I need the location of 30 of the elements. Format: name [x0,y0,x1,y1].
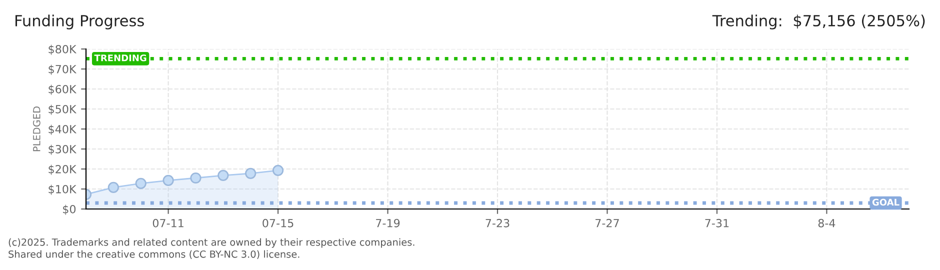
x-tick-label: 07-11 [152,218,184,228]
point [190,172,202,184]
y-tick-label: $50K [48,104,77,115]
y-tick-label: $40K [48,124,77,135]
y-tick-label: $80K [48,44,77,55]
y-tick-label: $30K [48,144,77,155]
ref-line-label: TRENDING [94,54,146,62]
x-tick-label: 7-19 [376,218,400,228]
y-tick-label: $70K [48,64,77,75]
chart-title: Funding Progress [16,14,144,30]
x-tick-label: 07-15 [262,218,294,228]
point [272,164,284,176]
y-tick-label: $0 [63,204,76,215]
y-tick-label: $60K [48,84,77,95]
point [135,178,146,189]
ref-line-label: GOAL [872,198,900,206]
point [218,170,229,181]
text: (c)2025. Trademarks and related content are owned by their respective companies. [8,238,414,248]
x-tick-label: 8-4 [818,218,836,228]
point [245,168,256,179]
point [162,174,174,186]
y-tick-label: $10K [48,184,77,195]
text: Shared under the creative commons (CC BY-NC 3.0) license. [8,250,300,259]
x-tick-label: 7-31 [705,218,729,228]
x-tick-label: 7-23 [486,218,510,228]
chart-subtitle: Trending: $75,156 (2505%) [712,14,925,30]
y-axis-title: PLEDGED [32,106,40,152]
point [108,182,119,193]
x-tick-label: 7-27 [596,218,619,228]
y-tick-label: $20K [48,164,77,175]
